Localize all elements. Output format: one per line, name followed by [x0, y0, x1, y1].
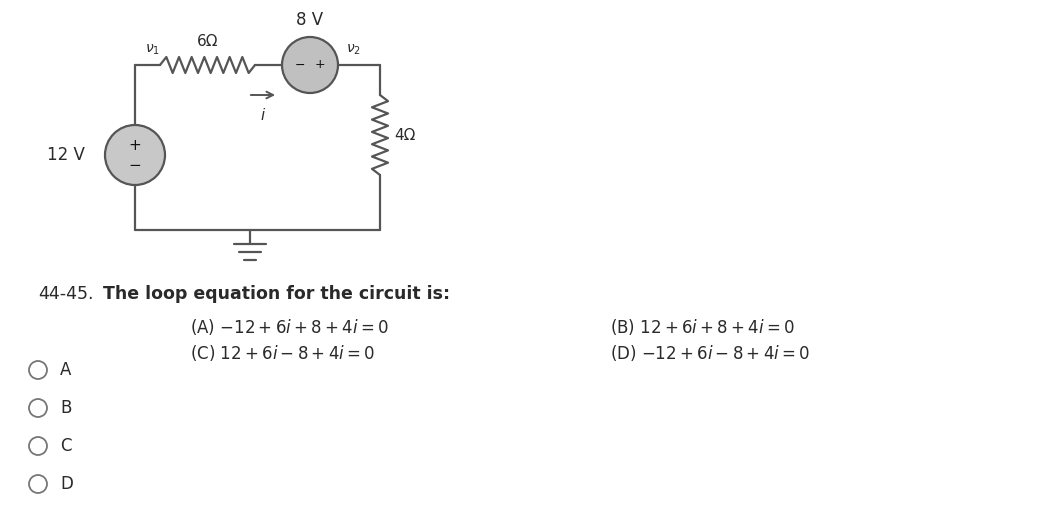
Text: 8 V: 8 V	[297, 11, 324, 29]
Circle shape	[282, 37, 338, 93]
Text: (A) $-12+6i+8+4i=0$: (A) $-12+6i+8+4i=0$	[190, 317, 389, 337]
Text: (C) $12+6i-8+4i=0$: (C) $12+6i-8+4i=0$	[190, 343, 375, 363]
Text: The loop equation for the circuit is:: The loop equation for the circuit is:	[103, 285, 450, 303]
Text: 12 V: 12 V	[47, 146, 85, 164]
Text: 44-45.: 44-45.	[38, 285, 93, 303]
Text: 4Ω: 4Ω	[394, 128, 416, 143]
Text: (B) $12+6i+8+4i=0$: (B) $12+6i+8+4i=0$	[610, 317, 795, 337]
Text: C: C	[60, 437, 72, 455]
Text: D: D	[60, 475, 73, 493]
Text: B: B	[60, 399, 72, 417]
Text: +: +	[314, 58, 326, 72]
Text: $\nu_1$: $\nu_1$	[145, 42, 160, 57]
Text: $i$: $i$	[260, 107, 267, 123]
Circle shape	[105, 125, 165, 185]
Text: 6Ω: 6Ω	[197, 34, 218, 49]
Text: (D) $-12+6i-8+4i=0$: (D) $-12+6i-8+4i=0$	[610, 343, 810, 363]
Text: A: A	[60, 361, 72, 379]
Text: +: +	[129, 137, 141, 153]
Text: −: −	[129, 158, 141, 173]
Text: −: −	[295, 58, 305, 72]
Text: $\nu_2$: $\nu_2$	[346, 42, 361, 57]
